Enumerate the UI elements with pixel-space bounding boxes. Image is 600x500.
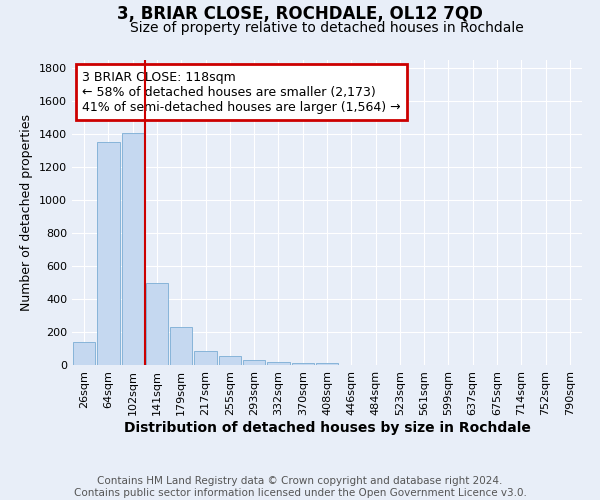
Bar	[122, 132, 144, 365]
Text: 3 BRIAR CLOSE: 118sqm
← 58% of detached houses are smaller (2,173)
41% of semi-d: 3 BRIAR CLOSE: 118sqm ← 58% of detached …	[82, 70, 401, 114]
Bar	[97, 142, 119, 365]
Bar	[292, 362, 314, 365]
Bar	[170, 327, 193, 365]
Bar	[146, 282, 168, 365]
Title: Size of property relative to detached houses in Rochdale: Size of property relative to detached ho…	[130, 21, 524, 35]
Text: 3, BRIAR CLOSE, ROCHDALE, OL12 7QD: 3, BRIAR CLOSE, ROCHDALE, OL12 7QD	[117, 5, 483, 23]
Bar	[267, 362, 290, 365]
Y-axis label: Number of detached properties: Number of detached properties	[20, 114, 34, 311]
Text: Contains HM Land Registry data © Crown copyright and database right 2024.
Contai: Contains HM Land Registry data © Crown c…	[74, 476, 526, 498]
Bar	[194, 351, 217, 365]
Bar	[218, 356, 241, 365]
Bar	[316, 362, 338, 365]
Bar	[73, 342, 95, 365]
X-axis label: Distribution of detached houses by size in Rochdale: Distribution of detached houses by size …	[124, 420, 530, 434]
Bar	[243, 360, 265, 365]
